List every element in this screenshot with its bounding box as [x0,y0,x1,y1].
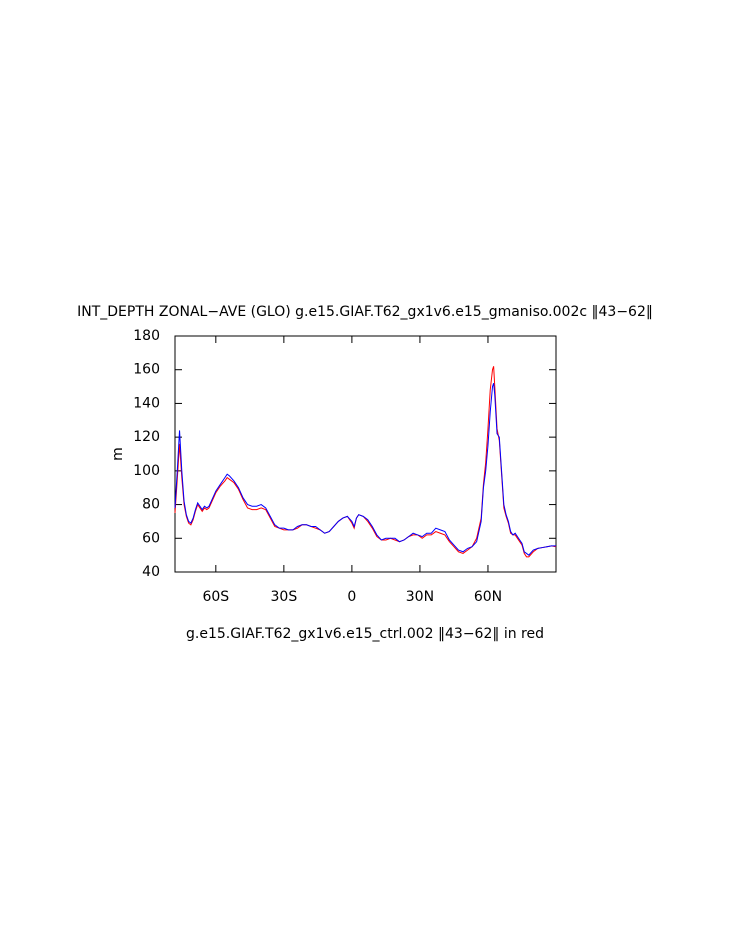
chart-title: INT_DEPTH ZONAL−AVE (GLO) g.e15.GIAF.T62… [77,304,653,320]
y-tick-label: 40 [142,564,160,580]
x-tick-label: 30N [406,589,434,605]
y-tick-label: 60 [142,530,160,546]
plot-frame [174,335,557,573]
y-tick-label: 180 [133,328,160,344]
y-tick-label: 160 [133,362,160,378]
x-tick-label: 60S [202,589,229,605]
x-tick-label: 0 [347,589,356,605]
x-tick-label: 30S [271,589,298,605]
chart-subtitle: g.e15.GIAF.T62_gx1v6.e15_ctrl.002 ‖43−62… [186,626,544,642]
x-tick-label: 60N [474,589,502,605]
data-line [174,383,556,556]
y-tick-label: 80 [142,497,160,513]
y-tick-label: 140 [133,395,160,411]
y-tick-label: 100 [133,463,160,479]
y-tick-label: 120 [133,429,160,445]
y-axis-label: m [110,447,126,461]
